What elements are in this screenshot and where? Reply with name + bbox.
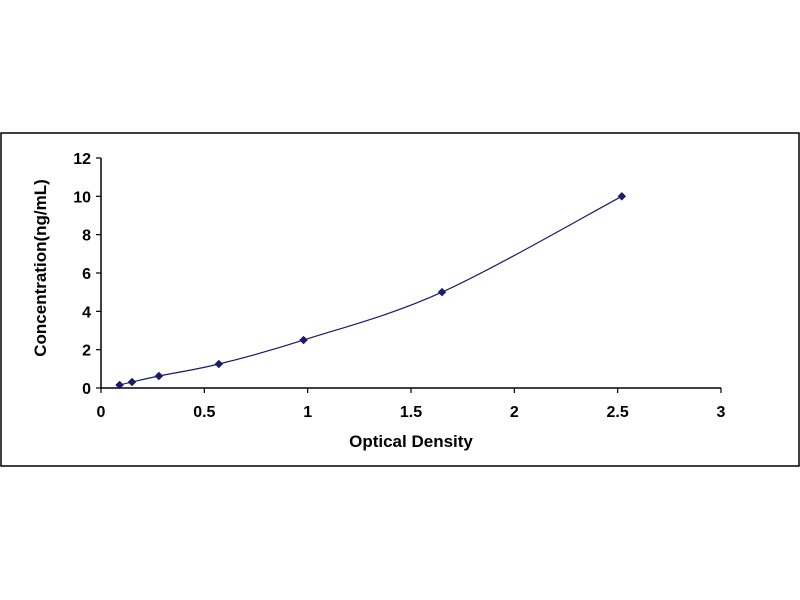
x-tick-label: 0.5 bbox=[193, 404, 215, 421]
data-point bbox=[214, 359, 224, 369]
x-tick-label: 2 bbox=[510, 404, 519, 421]
data-point bbox=[617, 191, 627, 201]
data-point bbox=[127, 377, 137, 387]
data-point bbox=[437, 287, 447, 297]
data-point bbox=[115, 380, 124, 390]
y-tick-label: 4 bbox=[82, 304, 91, 321]
y-tick-label: 6 bbox=[82, 266, 91, 283]
y-tick-label: 0 bbox=[82, 381, 91, 398]
x-axis-title: Optical Density bbox=[349, 432, 473, 451]
chart-border bbox=[0, 132, 800, 467]
x-tick-label: 1.5 bbox=[400, 404, 422, 421]
x-tick-label: 0 bbox=[97, 404, 106, 421]
x-tick-label: 2.5 bbox=[607, 404, 629, 421]
y-tick-label: 10 bbox=[73, 189, 91, 206]
x-tick-label: 3 bbox=[717, 404, 726, 421]
data-point bbox=[299, 335, 308, 345]
y-tick-label: 2 bbox=[82, 343, 91, 360]
y-tick-label: 12 bbox=[73, 151, 91, 168]
x-tick-label: 1 bbox=[303, 404, 312, 421]
y-tick-label: 8 bbox=[82, 228, 91, 245]
y-axis-title: Concentration(ng/mL) bbox=[31, 179, 50, 357]
plot-area: 0 2 4 6 8 10 12 0 0.5 1 1.5 2 2.5 3 bbox=[73, 151, 725, 421]
data-point bbox=[154, 371, 164, 381]
